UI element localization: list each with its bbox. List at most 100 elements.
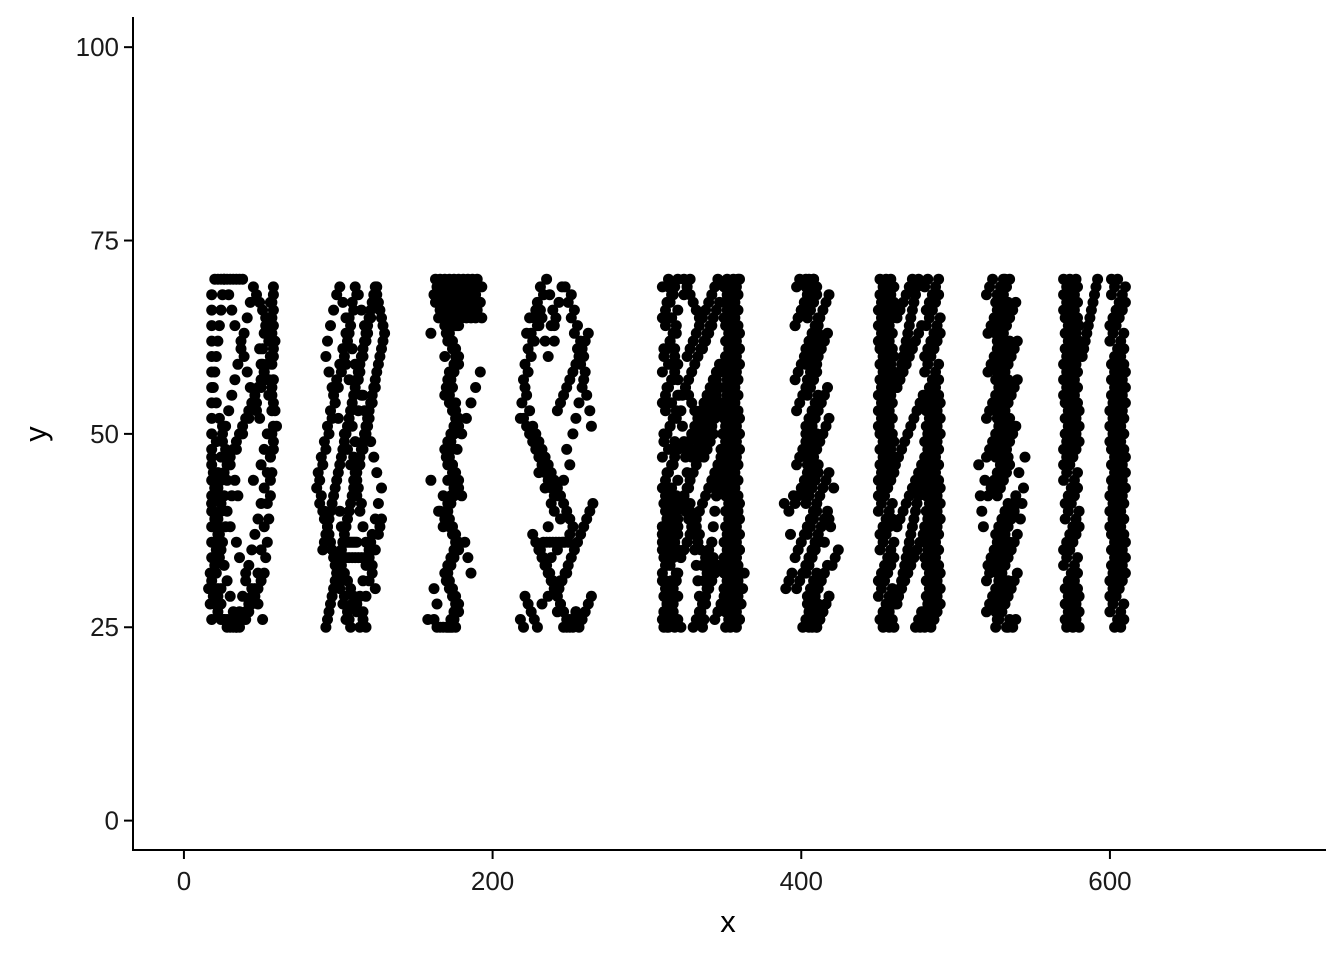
data-point xyxy=(352,374,364,386)
data-point xyxy=(880,273,892,285)
data-point xyxy=(349,467,361,479)
data-point xyxy=(349,436,361,448)
data-point xyxy=(720,397,732,409)
data-point xyxy=(916,459,928,471)
data-point xyxy=(1011,374,1023,386)
data-point xyxy=(246,544,258,556)
data-point xyxy=(337,296,349,308)
data-point xyxy=(721,382,733,393)
data-point xyxy=(785,528,796,540)
data-point xyxy=(720,351,732,362)
data-point xyxy=(575,335,587,347)
data-point xyxy=(260,552,272,564)
data-point xyxy=(220,420,232,432)
data-point xyxy=(244,296,256,308)
data-point xyxy=(465,567,477,579)
data-point xyxy=(1073,606,1085,618)
data-point xyxy=(558,474,570,486)
data-point xyxy=(247,474,259,486)
data-point xyxy=(226,304,238,316)
data-point xyxy=(707,428,719,440)
data-point xyxy=(237,590,249,602)
data-point xyxy=(934,312,946,324)
data-point xyxy=(439,351,451,362)
data-point xyxy=(1119,382,1131,393)
data-point xyxy=(811,498,823,509)
data-point xyxy=(431,598,443,610)
data-point xyxy=(1072,397,1083,409)
data-point xyxy=(888,281,900,293)
data-point xyxy=(366,559,378,571)
data-point xyxy=(812,389,824,401)
data-point xyxy=(536,451,548,463)
data-point xyxy=(334,505,346,517)
data-point xyxy=(1119,567,1131,579)
data-point xyxy=(1119,281,1131,293)
data-point xyxy=(206,451,218,463)
data-point xyxy=(548,335,560,347)
data-point xyxy=(351,289,363,301)
data-point xyxy=(808,273,820,285)
data-point xyxy=(886,583,898,595)
data-point xyxy=(734,358,745,370)
data-point xyxy=(240,575,252,587)
data-point xyxy=(585,420,597,432)
data-point xyxy=(1118,443,1130,455)
data-point xyxy=(235,343,247,355)
data-point xyxy=(934,327,946,339)
data-point xyxy=(717,428,729,440)
data-point xyxy=(676,420,688,432)
data-point xyxy=(678,436,690,448)
data-point xyxy=(209,366,221,378)
data-point xyxy=(669,343,681,355)
data-point xyxy=(257,343,269,355)
data-point xyxy=(888,536,900,548)
data-point xyxy=(1004,304,1016,316)
data-point xyxy=(354,621,366,633)
data-point xyxy=(1018,482,1029,494)
data-point xyxy=(213,320,225,332)
data-point xyxy=(266,296,278,308)
data-point xyxy=(1073,420,1085,432)
y-tick-label: 100 xyxy=(76,32,119,62)
data-point xyxy=(357,443,369,455)
data-point xyxy=(218,273,230,285)
data-point xyxy=(933,459,945,471)
data-point xyxy=(732,405,744,417)
data-point xyxy=(258,443,270,455)
data-point xyxy=(582,327,594,339)
data-point xyxy=(976,505,988,517)
data-point xyxy=(443,366,455,378)
data-point xyxy=(579,366,591,378)
data-point xyxy=(459,536,471,548)
data-point xyxy=(933,389,945,401)
data-point xyxy=(223,405,235,417)
data-point xyxy=(317,459,329,471)
data-point xyxy=(1072,312,1083,324)
data-point xyxy=(587,498,599,509)
data-point xyxy=(1004,459,1016,471)
data-point xyxy=(1072,296,1083,308)
data-point xyxy=(663,281,674,293)
data-point xyxy=(933,474,945,486)
data-point xyxy=(522,343,534,355)
data-point xyxy=(241,366,253,378)
data-point xyxy=(224,521,236,533)
data-point xyxy=(672,374,684,386)
data-point xyxy=(371,467,383,479)
y-tick-label: 0 xyxy=(105,806,119,836)
data-point xyxy=(442,459,454,471)
data-point xyxy=(206,614,218,625)
data-point xyxy=(334,583,346,595)
data-point xyxy=(934,513,946,525)
data-point xyxy=(519,590,531,602)
data-point xyxy=(933,358,945,370)
data-point xyxy=(979,474,991,486)
data-point xyxy=(357,351,369,362)
data-point xyxy=(553,296,565,308)
data-point xyxy=(1011,335,1023,347)
data-point xyxy=(823,412,835,424)
data-point xyxy=(249,528,261,540)
data-point xyxy=(227,606,239,618)
data-point xyxy=(672,443,684,455)
